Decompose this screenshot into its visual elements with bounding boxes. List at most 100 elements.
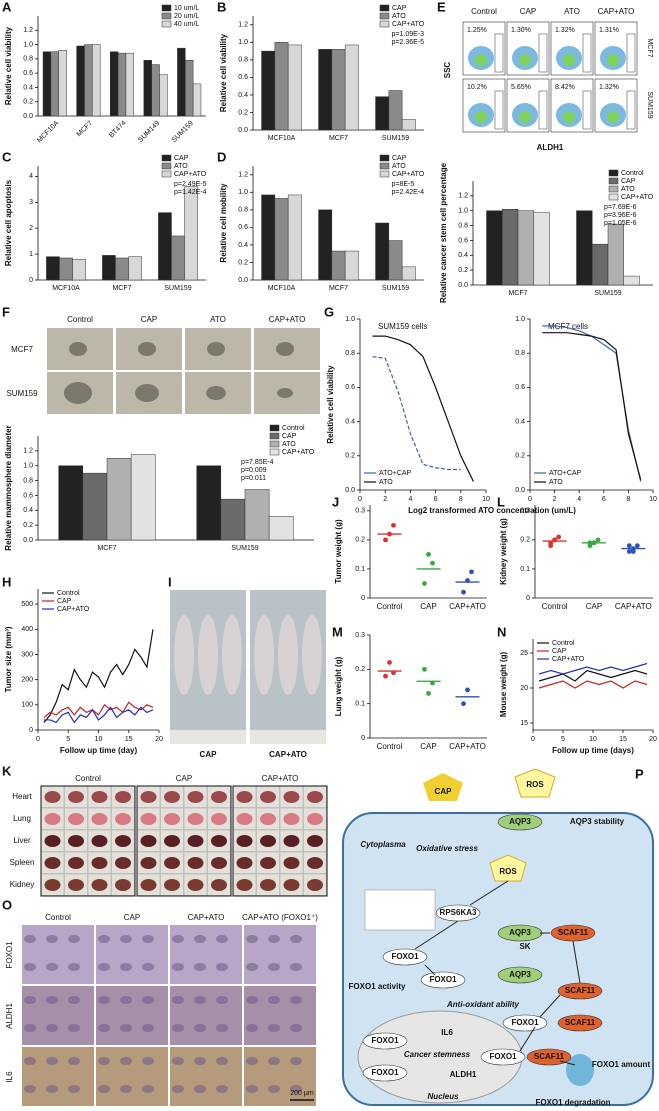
row-label: Lung [13, 814, 31, 823]
mouse [278, 615, 298, 695]
bar [388, 240, 403, 281]
dot [634, 543, 640, 549]
y-tick-label: 0.3 [355, 508, 365, 515]
bar [375, 96, 390, 131]
panel-label: O [2, 897, 12, 912]
nucleus [142, 963, 154, 971]
bar [268, 515, 294, 541]
diagram-label: FOXO1 activity [349, 982, 406, 991]
chart-subtitle: MCF7 cells [548, 322, 588, 331]
legend-label: CAP [392, 155, 407, 162]
nucleus [216, 1085, 228, 1093]
legend-swatch [379, 20, 390, 28]
y-tick-label: 0.6 [458, 237, 468, 244]
x-tick-label: MCF10A [268, 285, 296, 292]
diagram-label: Cytoplasma [360, 840, 406, 849]
y-tick-label: 3 [29, 199, 33, 206]
y-axis-label: Relative cell viability [326, 365, 335, 444]
legend-swatch [269, 432, 280, 440]
mammosphere [276, 342, 294, 356]
x-tick-label: MCF7 [329, 285, 348, 292]
legend-label: Control [282, 425, 305, 432]
organ [307, 857, 323, 869]
bar [109, 51, 119, 117]
y-tick-label: 0.8 [238, 207, 248, 214]
nucleus [290, 963, 302, 971]
dot [630, 549, 636, 554]
dot [430, 560, 435, 566]
x-tick-label: MCF10A [268, 135, 296, 142]
y-tick-label: 0.8 [515, 350, 525, 357]
bar [331, 250, 346, 281]
organ [140, 813, 157, 825]
x-tick-label: 10 [95, 736, 103, 743]
bar [401, 119, 416, 131]
tumor-strip [250, 730, 326, 744]
organ [236, 879, 253, 891]
x-tick-label: CAP [420, 742, 436, 751]
nucleus [46, 935, 58, 943]
bar [196, 465, 222, 541]
bar [592, 243, 609, 286]
protein [497, 966, 543, 984]
legend-label: CAP [57, 598, 72, 605]
legend-label: CAP [392, 5, 407, 12]
line [538, 662, 648, 675]
line [43, 629, 154, 723]
diagram-label: FOXO1 [371, 1036, 399, 1045]
legend-label: CAP+ATO [552, 656, 585, 663]
bar [287, 44, 302, 131]
organ [91, 813, 108, 825]
organ [187, 857, 204, 869]
x-tick-label: 0 [528, 496, 532, 503]
nucleus [194, 935, 206, 943]
dot [595, 537, 601, 543]
y-tick-label: 0.0 [515, 487, 525, 494]
x-tick-label: SUM159 [164, 285, 191, 292]
mouse [302, 615, 322, 695]
organ [187, 879, 204, 891]
photo [170, 925, 242, 984]
bar [318, 49, 333, 131]
mouse [198, 615, 218, 695]
nucleus [24, 1024, 36, 1032]
x-tick-label: CAP [420, 602, 436, 611]
legend-swatch [161, 170, 172, 178]
y-tick-label: 0.6 [238, 74, 248, 81]
population-core [519, 111, 531, 123]
p-value: p=2.49E-5 [174, 181, 207, 188]
column-header: CAP+ATO [598, 7, 635, 16]
y-tick-label: 0.1 [520, 566, 530, 573]
nucleus [216, 1057, 228, 1065]
dot [383, 537, 388, 543]
organ [236, 857, 253, 869]
bar [375, 222, 390, 281]
y-tick-label: 100 [21, 702, 33, 709]
line [538, 680, 648, 689]
nucleus [194, 1024, 206, 1032]
legend-label: ATO [549, 479, 563, 486]
x-tick-label: 2 [383, 496, 387, 503]
bar [607, 223, 624, 286]
line [542, 332, 642, 480]
nucleus [194, 1057, 206, 1065]
nucleus [46, 1057, 58, 1065]
ros-burst [514, 768, 556, 798]
x-tick-label: SUM159 [382, 135, 409, 142]
y-tick-label: 0.2 [515, 453, 525, 460]
panel-label: A [2, 0, 12, 14]
line [372, 356, 461, 471]
panel-label: H [2, 574, 11, 589]
y-tick-label: 0.3 [520, 508, 530, 515]
legend-swatch [161, 162, 172, 170]
y-axis-label: Tumor size (mm³) [4, 626, 13, 692]
y-tick-label: 0.1 [355, 566, 365, 573]
y-tick-label: 0.0 [238, 277, 248, 284]
population-core [475, 54, 487, 66]
organ [115, 879, 131, 891]
legend-label: ATO [621, 186, 635, 193]
organ [164, 879, 180, 891]
x-tick-label: CAP [586, 602, 602, 611]
diagram-label: CAP [435, 787, 453, 796]
y-tick-label: 0.2 [238, 109, 248, 116]
